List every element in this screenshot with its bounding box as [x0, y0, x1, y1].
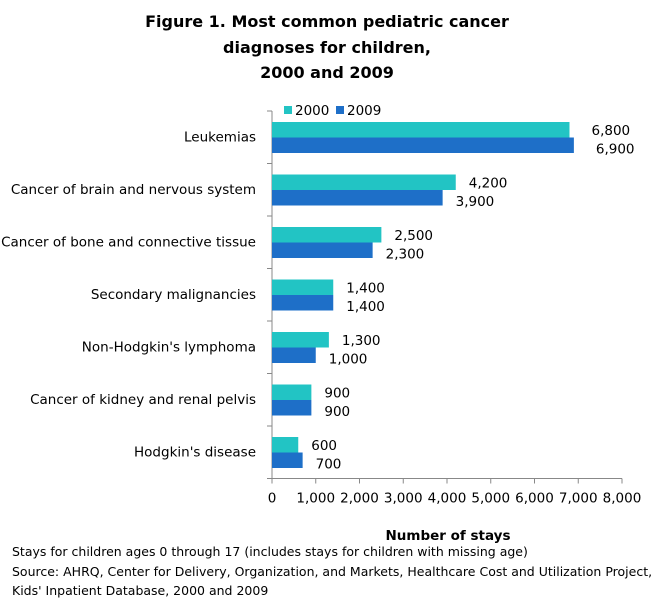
bar-2000 [272, 384, 312, 400]
x-tick-label: 6,000 [515, 491, 554, 507]
x-tick-label: 0 [268, 491, 277, 507]
chart-title-line-1: Figure 1. Most common pediatric cancer [145, 12, 509, 31]
footnote-source: Source: AHRQ, Center for Delivery, Organ… [12, 564, 653, 579]
data-label-2000: 4,200 [469, 176, 508, 192]
bar-2009 [272, 452, 303, 468]
legend-label-2000: 2000 [295, 103, 329, 119]
x-tick-label: 1,000 [296, 491, 335, 507]
data-label-2000: 1,300 [342, 333, 381, 349]
data-label-2000: 1,400 [346, 281, 385, 297]
x-tick-label: 4,000 [428, 491, 467, 507]
bar-2000 [272, 279, 334, 295]
x-tick-label: 2,000 [340, 491, 379, 507]
footnote-database: Kids' Inpatient Database, 2000 and 2009 [12, 583, 269, 598]
category-label: Leukemias [184, 130, 256, 146]
x-tick-label: 7,000 [559, 491, 598, 507]
x-axis-title: Number of stays [385, 528, 510, 544]
bar-2000 [272, 174, 456, 190]
bar-2009 [272, 347, 316, 363]
legend-label-2009: 2009 [347, 103, 381, 119]
category-label: Secondary malignancies [91, 287, 256, 303]
bar-2009 [272, 242, 373, 258]
data-label-2009: 3,900 [456, 194, 495, 210]
bar-2009 [272, 400, 312, 416]
category-label: Cancer of brain and nervous system [11, 182, 256, 198]
x-tick-label: 8,000 [603, 491, 642, 507]
category-label: Cancer of kidney and renal pelvis [30, 392, 256, 408]
legend-swatch-2009 [336, 106, 344, 114]
footnote-ages: Stays for children ages 0 through 17 (in… [12, 544, 528, 559]
legend-swatch-2000 [284, 106, 292, 114]
bar-2009 [272, 190, 443, 206]
bar-2000 [272, 437, 299, 453]
category-label: Non-Hodgkin's lymphoma [82, 340, 256, 356]
bar-2000 [272, 332, 329, 348]
data-label-2009: 1,000 [329, 352, 368, 368]
x-tick-label: 3,000 [384, 491, 423, 507]
data-label-2009: 700 [316, 457, 342, 473]
data-label-2009: 6,900 [596, 142, 635, 158]
data-label-2009: 900 [324, 404, 350, 420]
bar-2009 [272, 137, 574, 153]
category-label: Hodgkin's disease [134, 445, 256, 461]
data-label-2009: 1,400 [346, 299, 385, 315]
data-label-2000: 600 [311, 438, 337, 454]
chart-title-line-2: diagnoses for children, [223, 38, 431, 57]
data-label-2000: 900 [324, 386, 350, 402]
bar-2000 [272, 227, 382, 243]
data-label-2000: 6,800 [592, 123, 631, 139]
data-label-2000: 2,500 [394, 228, 433, 244]
bar-2009 [272, 295, 334, 311]
data-label-2009: 2,300 [386, 247, 425, 263]
chart-title-line-3: 2000 and 2009 [260, 63, 394, 82]
x-tick-label: 5,000 [471, 491, 510, 507]
category-label: Cancer of bone and connective tissue [1, 235, 256, 251]
bar-2000 [272, 122, 570, 138]
